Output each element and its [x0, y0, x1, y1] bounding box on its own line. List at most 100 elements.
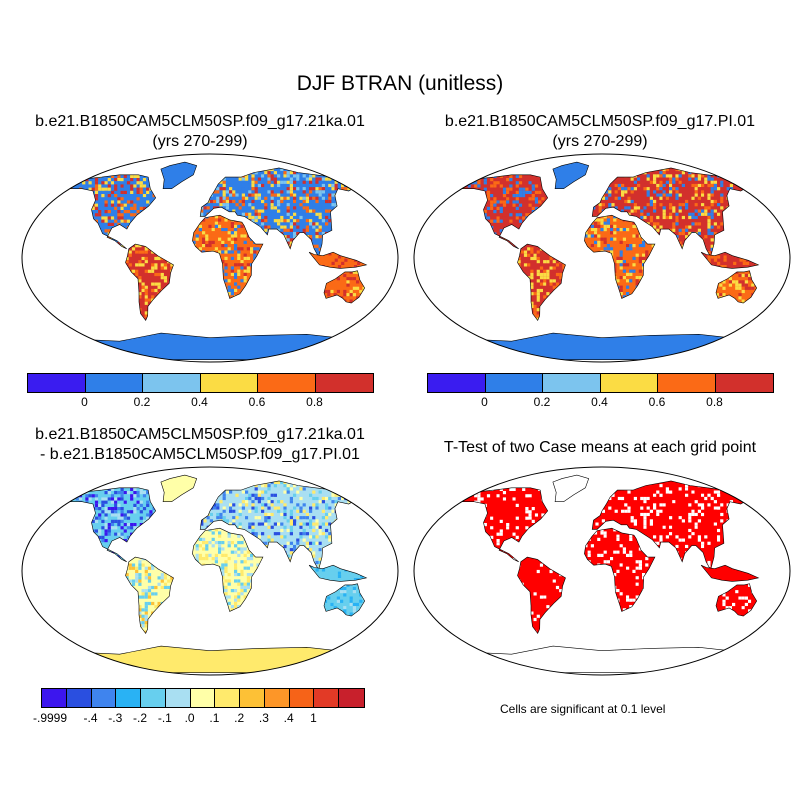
- grid-cell: [126, 532, 131, 536]
- grid-cell: [170, 576, 174, 580]
- grid-cell: [697, 174, 701, 178]
- grid-cell: [464, 242, 468, 246]
- grid-cell: [341, 171, 345, 175]
- grid-cell: [131, 614, 136, 618]
- grid-cell: [597, 288, 601, 292]
- grid-cell: [286, 187, 290, 191]
- grid-cell: [202, 282, 206, 286]
- grid-cell: [139, 545, 143, 549]
- grid-cell: [277, 503, 281, 507]
- grid-cell: [528, 229, 532, 233]
- grid-cell: [474, 174, 478, 178]
- grid-cell: [218, 550, 222, 554]
- grid-cell: [606, 288, 610, 292]
- grid-cell: [499, 178, 503, 182]
- grid-cell: [701, 187, 705, 191]
- grid-cell: [250, 611, 253, 614]
- grid-cell: [325, 167, 329, 172]
- grid-cell: [302, 174, 306, 178]
- grid-cell: [710, 203, 714, 207]
- grid-cell: [318, 180, 322, 184]
- grid-cell: [264, 215, 268, 220]
- grid-cell: [515, 229, 519, 233]
- grid-cell: [254, 228, 258, 232]
- grid-cell: [101, 561, 105, 562]
- grid-cell: [206, 500, 210, 504]
- grid-cell: [621, 203, 625, 207]
- grid-cell: [477, 203, 481, 207]
- grid-cell: [347, 235, 351, 239]
- grid-cell: [343, 299, 347, 303]
- grid-cell: [605, 183, 609, 188]
- grid-cell: [649, 231, 653, 236]
- grid-cell: [125, 624, 129, 628]
- grid-cell: [110, 510, 115, 514]
- grid-cell: [195, 282, 199, 286]
- grid-cell: [713, 251, 717, 255]
- grid-cell: [669, 254, 673, 257]
- grid-cell: [85, 526, 89, 530]
- grid-cell: [283, 519, 287, 523]
- grid-cell: [562, 250, 566, 254]
- grid-cell: [315, 180, 319, 184]
- grid-cell: [200, 487, 204, 491]
- grid-cell: [205, 266, 209, 270]
- grid-cell: [237, 253, 241, 257]
- grid-cell: [522, 178, 526, 182]
- grid-cell: [256, 247, 260, 251]
- grid-cell: [477, 184, 481, 188]
- grid-cell: [520, 247, 524, 251]
- grid-cell: [533, 276, 537, 280]
- grid-cell: [259, 595, 263, 599]
- grid-cell: [202, 608, 206, 612]
- grid-cell: [218, 531, 222, 535]
- grid-cell: [151, 566, 155, 570]
- grid-cell: [549, 282, 553, 286]
- grid-cell: [752, 258, 756, 262]
- grid-cell: [637, 183, 641, 188]
- grid-cell: [627, 180, 631, 184]
- grid-cell: [130, 526, 134, 530]
- grid-cell: [149, 232, 153, 236]
- grid-cell: [653, 174, 657, 178]
- grid-cell: [82, 194, 86, 198]
- grid-cell: [114, 561, 118, 562]
- grid-cell: [131, 247, 136, 251]
- grid-cell: [94, 219, 99, 223]
- grid-cell: [229, 215, 233, 220]
- grid-cell: [477, 235, 481, 239]
- grid-cell: [353, 193, 357, 197]
- grid-cell: [227, 601, 231, 605]
- grid-cell: [237, 266, 241, 270]
- grid-cell: [640, 231, 644, 236]
- grid-cell: [234, 557, 238, 561]
- grid-cell: [110, 174, 115, 178]
- grid-cell: [138, 560, 142, 564]
- grid-cell: [467, 242, 471, 246]
- grid-cell: [237, 285, 241, 289]
- grid-cell: [219, 500, 223, 504]
- grid-cell: [237, 247, 241, 251]
- grid-cell: [253, 576, 257, 580]
- grid-cell: [312, 228, 316, 232]
- grid-cell: [614, 187, 618, 191]
- grid-cell: [333, 283, 337, 287]
- grid-cell: [633, 212, 637, 216]
- grid-cell: [735, 280, 739, 284]
- grid-cell: [225, 212, 229, 216]
- grid-cell: [486, 197, 491, 201]
- grid-cell: [461, 200, 465, 204]
- grid-cell: [610, 224, 614, 228]
- grid-cell: [665, 231, 669, 236]
- grid-cell: [277, 251, 281, 255]
- grid-cell: [736, 193, 740, 197]
- grid-cell: [533, 308, 537, 312]
- grid-cell: [646, 212, 650, 216]
- grid-cell: [555, 282, 560, 286]
- grid-cell: [710, 190, 714, 194]
- grid-cell: [610, 250, 614, 254]
- grid-cell: [240, 531, 244, 535]
- grid-cell: [286, 171, 290, 175]
- grid-cell: [227, 292, 231, 296]
- grid-cell: [206, 183, 210, 188]
